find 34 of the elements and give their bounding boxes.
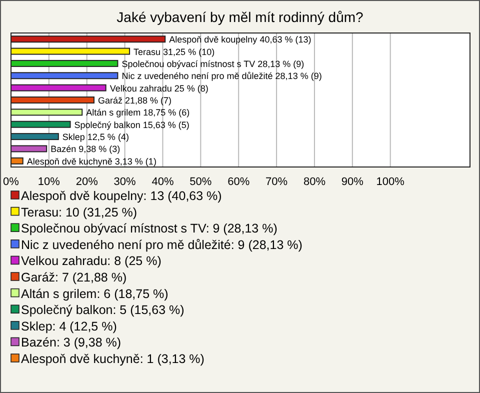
x-tick-label: 30% (114, 176, 136, 188)
legend-label: Altán s grilem: 6 (18,75 %) (21, 286, 168, 301)
chart-title: Jaké vybavení by měl mít rodinný dům? (116, 9, 364, 25)
data-label: Sklep 12,5 % (4) (62, 132, 129, 142)
legend-label: Alespoň dvě koupelny: 13 (40,63 %) (21, 189, 222, 203)
x-tick-label: 70% (266, 176, 288, 188)
legend-label: Velkou zahradu: 8 (25 %) (21, 254, 162, 268)
legend-label: Garáž: 7 (21,88 %) (21, 270, 127, 284)
data-label: Bazén 9,38 % (3) (50, 144, 120, 154)
legend-label: Alespoň dvě kuchyně: 1 (3,13 %) (21, 352, 204, 366)
data-label: Alespoň dvě koupelny 40,63 % (13) (169, 34, 312, 45)
x-tick-label: 0% (3, 176, 20, 188)
x-tick-label: 90% (341, 176, 364, 188)
x-tick-label: 60% (228, 176, 250, 188)
legend-label: Společnou obývací místnost s TV: 9 (28,13 %) (21, 222, 278, 236)
x-tick-label: 10% (38, 176, 60, 188)
legend-label: Bazén: 3 (9,38 %) (21, 336, 122, 350)
data-label: Altán s grilem 18,75 % (6) (86, 108, 190, 118)
x-tick-label: 40% (152, 176, 174, 188)
x-tick-label: 20% (76, 176, 98, 188)
x-tick-label: 100% (376, 176, 405, 188)
legend-label: Nic z uvedeného není pro mě důležité: 9 (28,13 %) (21, 238, 302, 252)
legend-label: Terasu: 10 (31,25 %) (21, 205, 138, 220)
data-label: Alespoň dvě kuchyně 3,13 % (1) (26, 156, 156, 166)
data-label: Terasu 31,25 % (10) (134, 46, 215, 57)
data-label: Nic z uvedeného není pro mě důležité 28,13 % (9) (122, 71, 322, 82)
legend-label: Sklep: 4 (12,5 %) (21, 319, 117, 334)
x-tick-label: 80% (303, 176, 326, 188)
data-label: Velkou zahradu 25 % (8) (110, 83, 208, 94)
x-tick-label: 50% (190, 176, 212, 188)
data-label: Společný balkon 15,63 % (5) (74, 120, 190, 130)
data-label: Garáž 21,88 % (7) (98, 96, 172, 106)
legend-label: Společný balkon: 5 (15,63 %) (21, 303, 184, 318)
data-label: Společnou obývací místnost s TV 28,13 % (9) (122, 58, 304, 69)
